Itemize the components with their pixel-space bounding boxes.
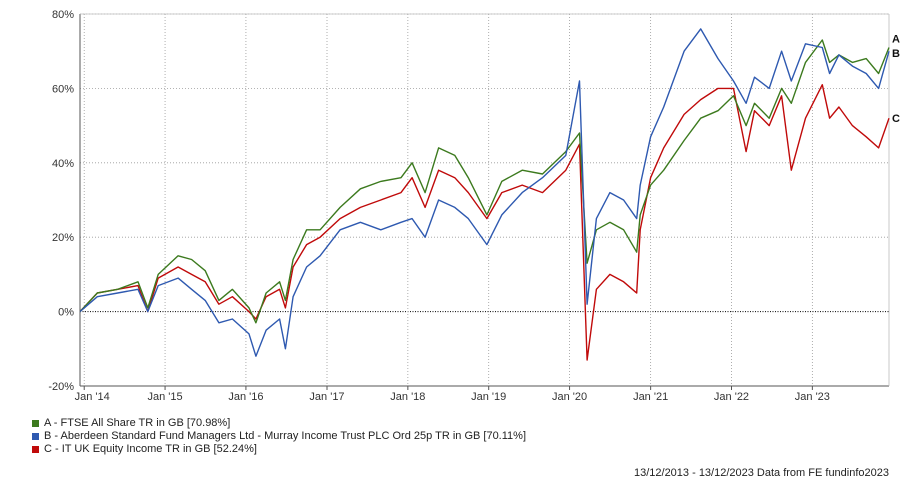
legend: A - FTSE All Share TR in GB [70.98%] B -… — [32, 417, 526, 456]
series-end-label-c: C — [892, 113, 900, 125]
legend-item-b: B - Aberdeen Standard Fund Managers Ltd … — [32, 430, 526, 443]
y-tick-label: -20% — [48, 381, 74, 393]
x-tick-label: Jan '20 — [552, 391, 587, 403]
x-tick-label: Jan '21 — [633, 391, 668, 403]
gridlines — [80, 13, 889, 386]
axes: 80% 60% 40% 20% 0% -20%Jan '14 Jan '15 Jan '16 J… — [48, 9, 890, 403]
x-tick-label: Jan '23 — [795, 391, 830, 403]
legend-item-c: C - IT UK Equity Income TR in GB [52.24%… — [32, 443, 526, 456]
end-labels: AB C — [892, 33, 900, 125]
series-end-label-b: B — [892, 48, 900, 60]
series-end-label-a: A — [892, 33, 900, 45]
y-tick-label: 80% — [52, 9, 74, 21]
x-tick-label: Jan '22 — [714, 391, 749, 403]
legend-swatch-b — [32, 433, 39, 440]
legend-swatch-c — [32, 446, 39, 453]
series-line-b — [79, 28, 890, 357]
series-lines — [79, 28, 890, 361]
series-line-c — [79, 83, 890, 361]
x-tick-label: Jan '18 — [390, 391, 425, 403]
x-tick-label: Jan '15 — [147, 391, 182, 403]
legend-swatch-a — [32, 420, 39, 427]
y-tick-label: 0% — [58, 307, 74, 319]
legend-label-c: C - IT UK Equity Income TR in GB [52.24%… — [44, 443, 257, 455]
y-tick-label: 40% — [52, 158, 74, 170]
y-tick-label: 60% — [52, 83, 74, 95]
x-tick-label: Jan '19 — [471, 391, 506, 403]
x-tick-label: Jan '17 — [309, 391, 344, 403]
y-tick-label: 20% — [52, 232, 74, 244]
series-line-a — [79, 39, 890, 324]
date-range-source-note: 13/12/2013 - 13/12/2023 Data from FE fun… — [633, 467, 889, 479]
legend-item-a: A - FTSE All Share TR in GB [70.98%] — [32, 417, 526, 430]
x-tick-label: Jan '14 — [75, 391, 110, 403]
legend-label-a: A - FTSE All Share TR in GB [70.98%] — [44, 417, 231, 429]
x-tick-label: Jan '16 — [228, 391, 263, 403]
legend-label-b: B - Aberdeen Standard Fund Managers Ltd … — [44, 430, 526, 442]
line-chart: 80% 60% 40% 20% 0% -20%Jan '14 Jan '15 Jan '16 J… — [48, 9, 900, 403]
